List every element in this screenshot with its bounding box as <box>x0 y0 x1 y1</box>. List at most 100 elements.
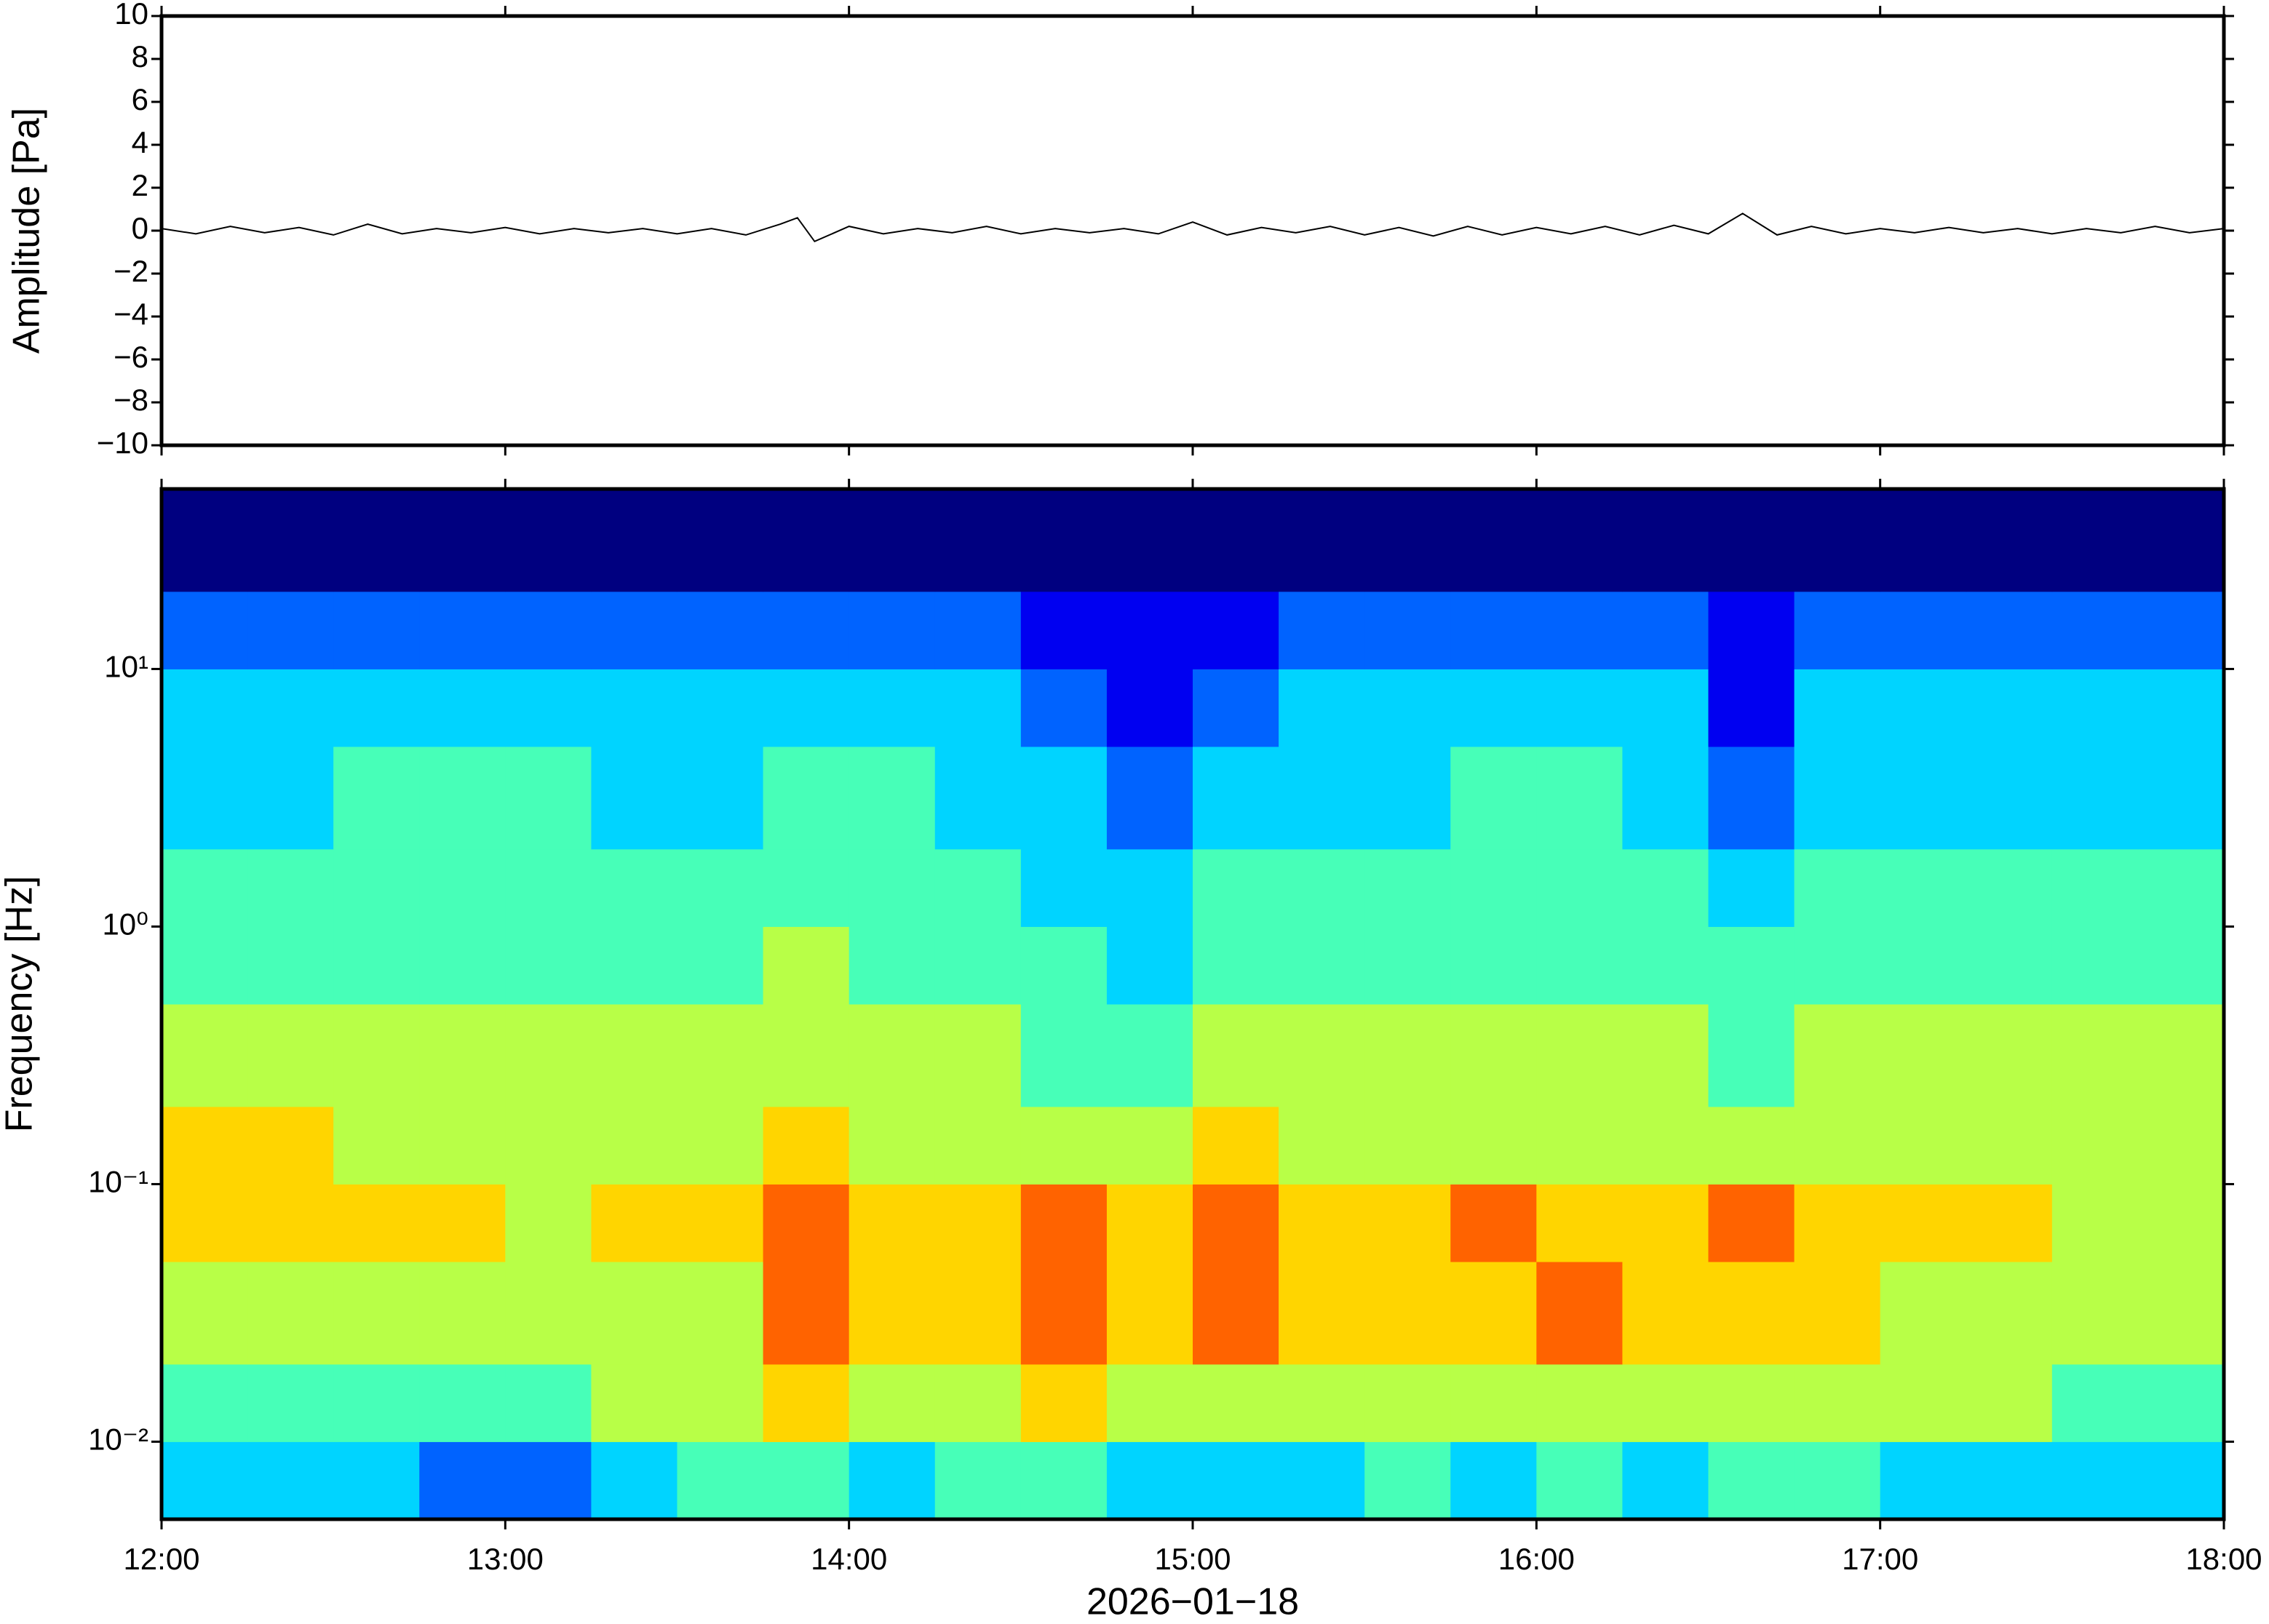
spectrogram-cell <box>1708 1262 1795 1365</box>
spectrogram-cell <box>1364 1106 1451 1185</box>
spectrogram-cell <box>247 489 334 592</box>
spectrogram-cell <box>591 1184 677 1262</box>
spectrogram-cell <box>419 1004 506 1107</box>
spectrogram-cell <box>1880 1441 1967 1520</box>
spectrogram-cell <box>1020 1364 1108 1442</box>
spectrogram-cell <box>849 1262 936 1365</box>
spectrogram-cell <box>2051 1004 2139 1107</box>
spectrogram-cell <box>1106 669 1193 747</box>
spectrogram-cell <box>934 1364 1022 1442</box>
spectrogram-cell <box>1450 1441 1537 1520</box>
spectrogram-cell <box>1966 747 2053 850</box>
spectrogram-cell <box>591 1004 677 1107</box>
spectrogram-cell <box>1364 848 1451 927</box>
spectrogram-cell <box>677 848 764 927</box>
spectrogram-cell <box>333 848 420 927</box>
x-tick-label: 16:00 <box>1498 1542 1575 1576</box>
spectrogram-cell <box>1020 1441 1108 1520</box>
spectrogram-cell <box>1622 1106 1709 1185</box>
spectrogram-cell <box>505 1106 592 1185</box>
spectrogram-cell <box>1364 669 1451 747</box>
spectrogram-cell <box>1020 669 1108 747</box>
spectrogram-cell <box>1450 747 1537 850</box>
y-tick-label: 10¹ <box>104 650 148 684</box>
spectrogram-cell <box>763 926 850 1005</box>
spectrogram-cell <box>419 1262 506 1365</box>
spectrogram-cell <box>1450 669 1537 747</box>
spectrogram-cell <box>2051 669 2139 747</box>
spectrogram-cell <box>419 848 506 927</box>
spectrogram-cell <box>1536 489 1623 592</box>
spectrogram-cell <box>505 489 592 592</box>
spectrogram-cell <box>591 1262 677 1365</box>
spectrogram-cell <box>2137 1106 2225 1185</box>
spectrogram-cell <box>1364 1441 1451 1520</box>
spectrogram-cell <box>2051 1184 2139 1262</box>
spectrogram-cell <box>1794 669 1881 747</box>
spectrogram-cell <box>1364 747 1451 850</box>
spectrogram-cell <box>934 591 1022 669</box>
spectrogram-cell <box>849 1004 936 1107</box>
spectrogram-cell <box>1536 669 1623 747</box>
spectrogram-cell <box>1106 1441 1193 1520</box>
x-tick-label: 15:00 <box>1154 1542 1231 1576</box>
spectrogram-cell <box>1622 1004 1709 1107</box>
waveform <box>161 212 2225 243</box>
spectrogram-cell <box>763 1106 850 1185</box>
spectrogram-cell <box>1880 747 1967 850</box>
y-axis-label: Frequency [Hz] <box>0 876 41 1133</box>
spectrogram-cell <box>1364 1364 1451 1442</box>
spectrogram-cell <box>591 669 677 747</box>
y-tick-label: −4 <box>114 297 148 331</box>
spectrogram-cell <box>2137 1184 2225 1262</box>
spectrogram-cell <box>1193 1106 1279 1185</box>
spectrogram-cell <box>2137 669 2225 747</box>
spectrogram-cell <box>1794 747 1881 850</box>
y-tick-label: 10 <box>114 0 148 31</box>
spectrogram-cell <box>1708 1004 1795 1107</box>
spectrogram-cell <box>1279 669 1365 747</box>
spectrogram-cell <box>1279 848 1365 927</box>
spectrogram-cell <box>677 1364 764 1442</box>
spectrogram-cell <box>763 1441 850 1520</box>
spectrogram-cell <box>1020 1106 1108 1185</box>
spectrogram-cell <box>1880 669 1967 747</box>
spectrogram-cell <box>1966 1364 2053 1442</box>
spectrogram-cell <box>1880 1184 1967 1262</box>
spectrogram-cell <box>247 848 334 927</box>
spectrogram-cell <box>2137 591 2225 669</box>
spectrogram-cell <box>1536 1184 1623 1262</box>
y-tick-label: −2 <box>114 254 148 288</box>
spectrogram-cell <box>2051 848 2139 927</box>
spectrogram-cell <box>1106 1106 1193 1185</box>
spectrogram-cell <box>1794 1106 1881 1185</box>
spectrogram-cell <box>419 747 506 850</box>
spectrogram-cell <box>1536 1004 1623 1107</box>
spectrogram-cell <box>1708 1184 1795 1262</box>
spectrogram-cell <box>1536 1441 1623 1520</box>
spectrogram-cell <box>2051 747 2139 850</box>
spectrogram-cell <box>333 1184 420 1262</box>
spectrogram-cell <box>677 1262 764 1365</box>
spectrogram-cell <box>1364 1262 1451 1365</box>
x-tick-label: 17:00 <box>1842 1542 1918 1576</box>
spectrogram-cell <box>1794 1364 1881 1442</box>
spectrogram-cell <box>1279 1184 1365 1262</box>
spectrogram-cell <box>1966 489 2053 592</box>
spectrogram-cell <box>333 1262 420 1365</box>
spectrogram-cell <box>1966 1106 2053 1185</box>
spectrogram-cell <box>1966 1262 2053 1365</box>
spectrogram-cell <box>849 669 936 747</box>
spectrogram-cell <box>1794 1441 1881 1520</box>
spectrogram-cell <box>591 591 677 669</box>
spectrogram-cell <box>934 1106 1022 1185</box>
spectrogram-cell <box>162 926 248 1005</box>
spectrogram-cell <box>505 1184 592 1262</box>
spectrogram-cell <box>162 1262 248 1365</box>
spectrogram-cell <box>1193 1364 1279 1442</box>
spectrogram-cell <box>763 489 850 592</box>
spectrogram-cell <box>505 1441 592 1520</box>
spectrogram-cell <box>1708 669 1795 747</box>
spectrogram-cell <box>333 1106 420 1185</box>
spectrogram-cell <box>1622 926 1709 1005</box>
